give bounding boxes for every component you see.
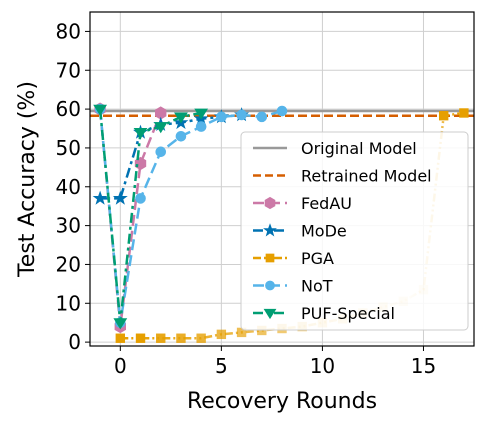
legend-entry: MoDe: [253, 222, 347, 241]
data-point: [176, 333, 186, 343]
legend-box: [240, 131, 469, 331]
data-point: [133, 127, 148, 140]
legend-label: PUF-Special: [301, 304, 395, 323]
data-point: [195, 121, 207, 132]
x-tick-label: 10: [310, 354, 335, 378]
x-tick-label: 5: [215, 354, 228, 378]
x-axis-title: Recovery Rounds: [187, 389, 377, 414]
legend-label: MoDe: [301, 222, 347, 241]
legend: Original Model Retrained Model FedAU MoDe PG…: [240, 131, 469, 331]
data-point: [135, 193, 146, 204]
y-tick-label: 60: [56, 97, 81, 121]
series-line: [98, 108, 162, 328]
legend-entry: Original Model: [253, 139, 417, 158]
y-axis-title: Test Accuracy (%): [15, 81, 40, 278]
data-point: [194, 108, 209, 120]
legend-entry: NoT: [253, 277, 333, 296]
legend-label: Retrained Model: [301, 167, 432, 186]
legend-entry: PUF-Special: [253, 304, 395, 323]
data-point: [156, 333, 166, 343]
data-point: [276, 105, 288, 117]
data-point: [135, 333, 146, 343]
axis-ticks: 0 5 10 15 0 10 20 30 40 50 60 70 80: [56, 19, 437, 378]
y-tick-label: 50: [56, 136, 81, 160]
data-point: [175, 130, 187, 142]
data-point: [93, 104, 108, 116]
y-tick-label: 30: [56, 214, 81, 238]
data-point: [459, 108, 469, 118]
y-tick-label: 20: [56, 252, 81, 276]
legend-label: FedAU: [301, 194, 352, 213]
data-point: [438, 110, 449, 121]
data-point: [92, 190, 108, 205]
x-tick-label: 0: [114, 354, 127, 378]
data-point: [263, 223, 277, 237]
series-puf-special: [93, 104, 209, 330]
data-point: [174, 112, 188, 124]
y-tick-label: 80: [56, 19, 81, 43]
data-point: [216, 111, 227, 123]
series-mode: [92, 107, 250, 205]
data-point: [236, 109, 247, 121]
legend-entry: FedAU: [253, 194, 352, 213]
data-point: [196, 333, 206, 343]
y-tick-label: 40: [56, 175, 81, 199]
x-tick-label: 15: [411, 354, 436, 378]
legend-entry: PGA: [253, 249, 334, 268]
y-tick-label: 10: [56, 291, 81, 315]
y-tick-label: 70: [56, 58, 81, 82]
data-point: [115, 333, 126, 343]
data-point: [216, 329, 227, 340]
data-point: [153, 122, 168, 134]
legend-label: NoT: [301, 277, 333, 296]
legend-label: PGA: [301, 249, 334, 268]
legend-label: Original Model: [301, 139, 417, 158]
data-point: [256, 111, 268, 123]
data-point: [265, 253, 275, 263]
data-point: [264, 196, 276, 210]
data-point: [155, 146, 167, 158]
plot-frame: [89, 11, 475, 347]
series-line: [100, 113, 242, 200]
data-point: [113, 318, 128, 330]
data-point: [112, 190, 128, 205]
data-point: [263, 308, 277, 320]
data-point: [265, 280, 275, 291]
legend-entry: Retrained Model: [253, 167, 432, 186]
y-tick-label: 0: [68, 330, 81, 354]
series-line: [98, 108, 283, 324]
